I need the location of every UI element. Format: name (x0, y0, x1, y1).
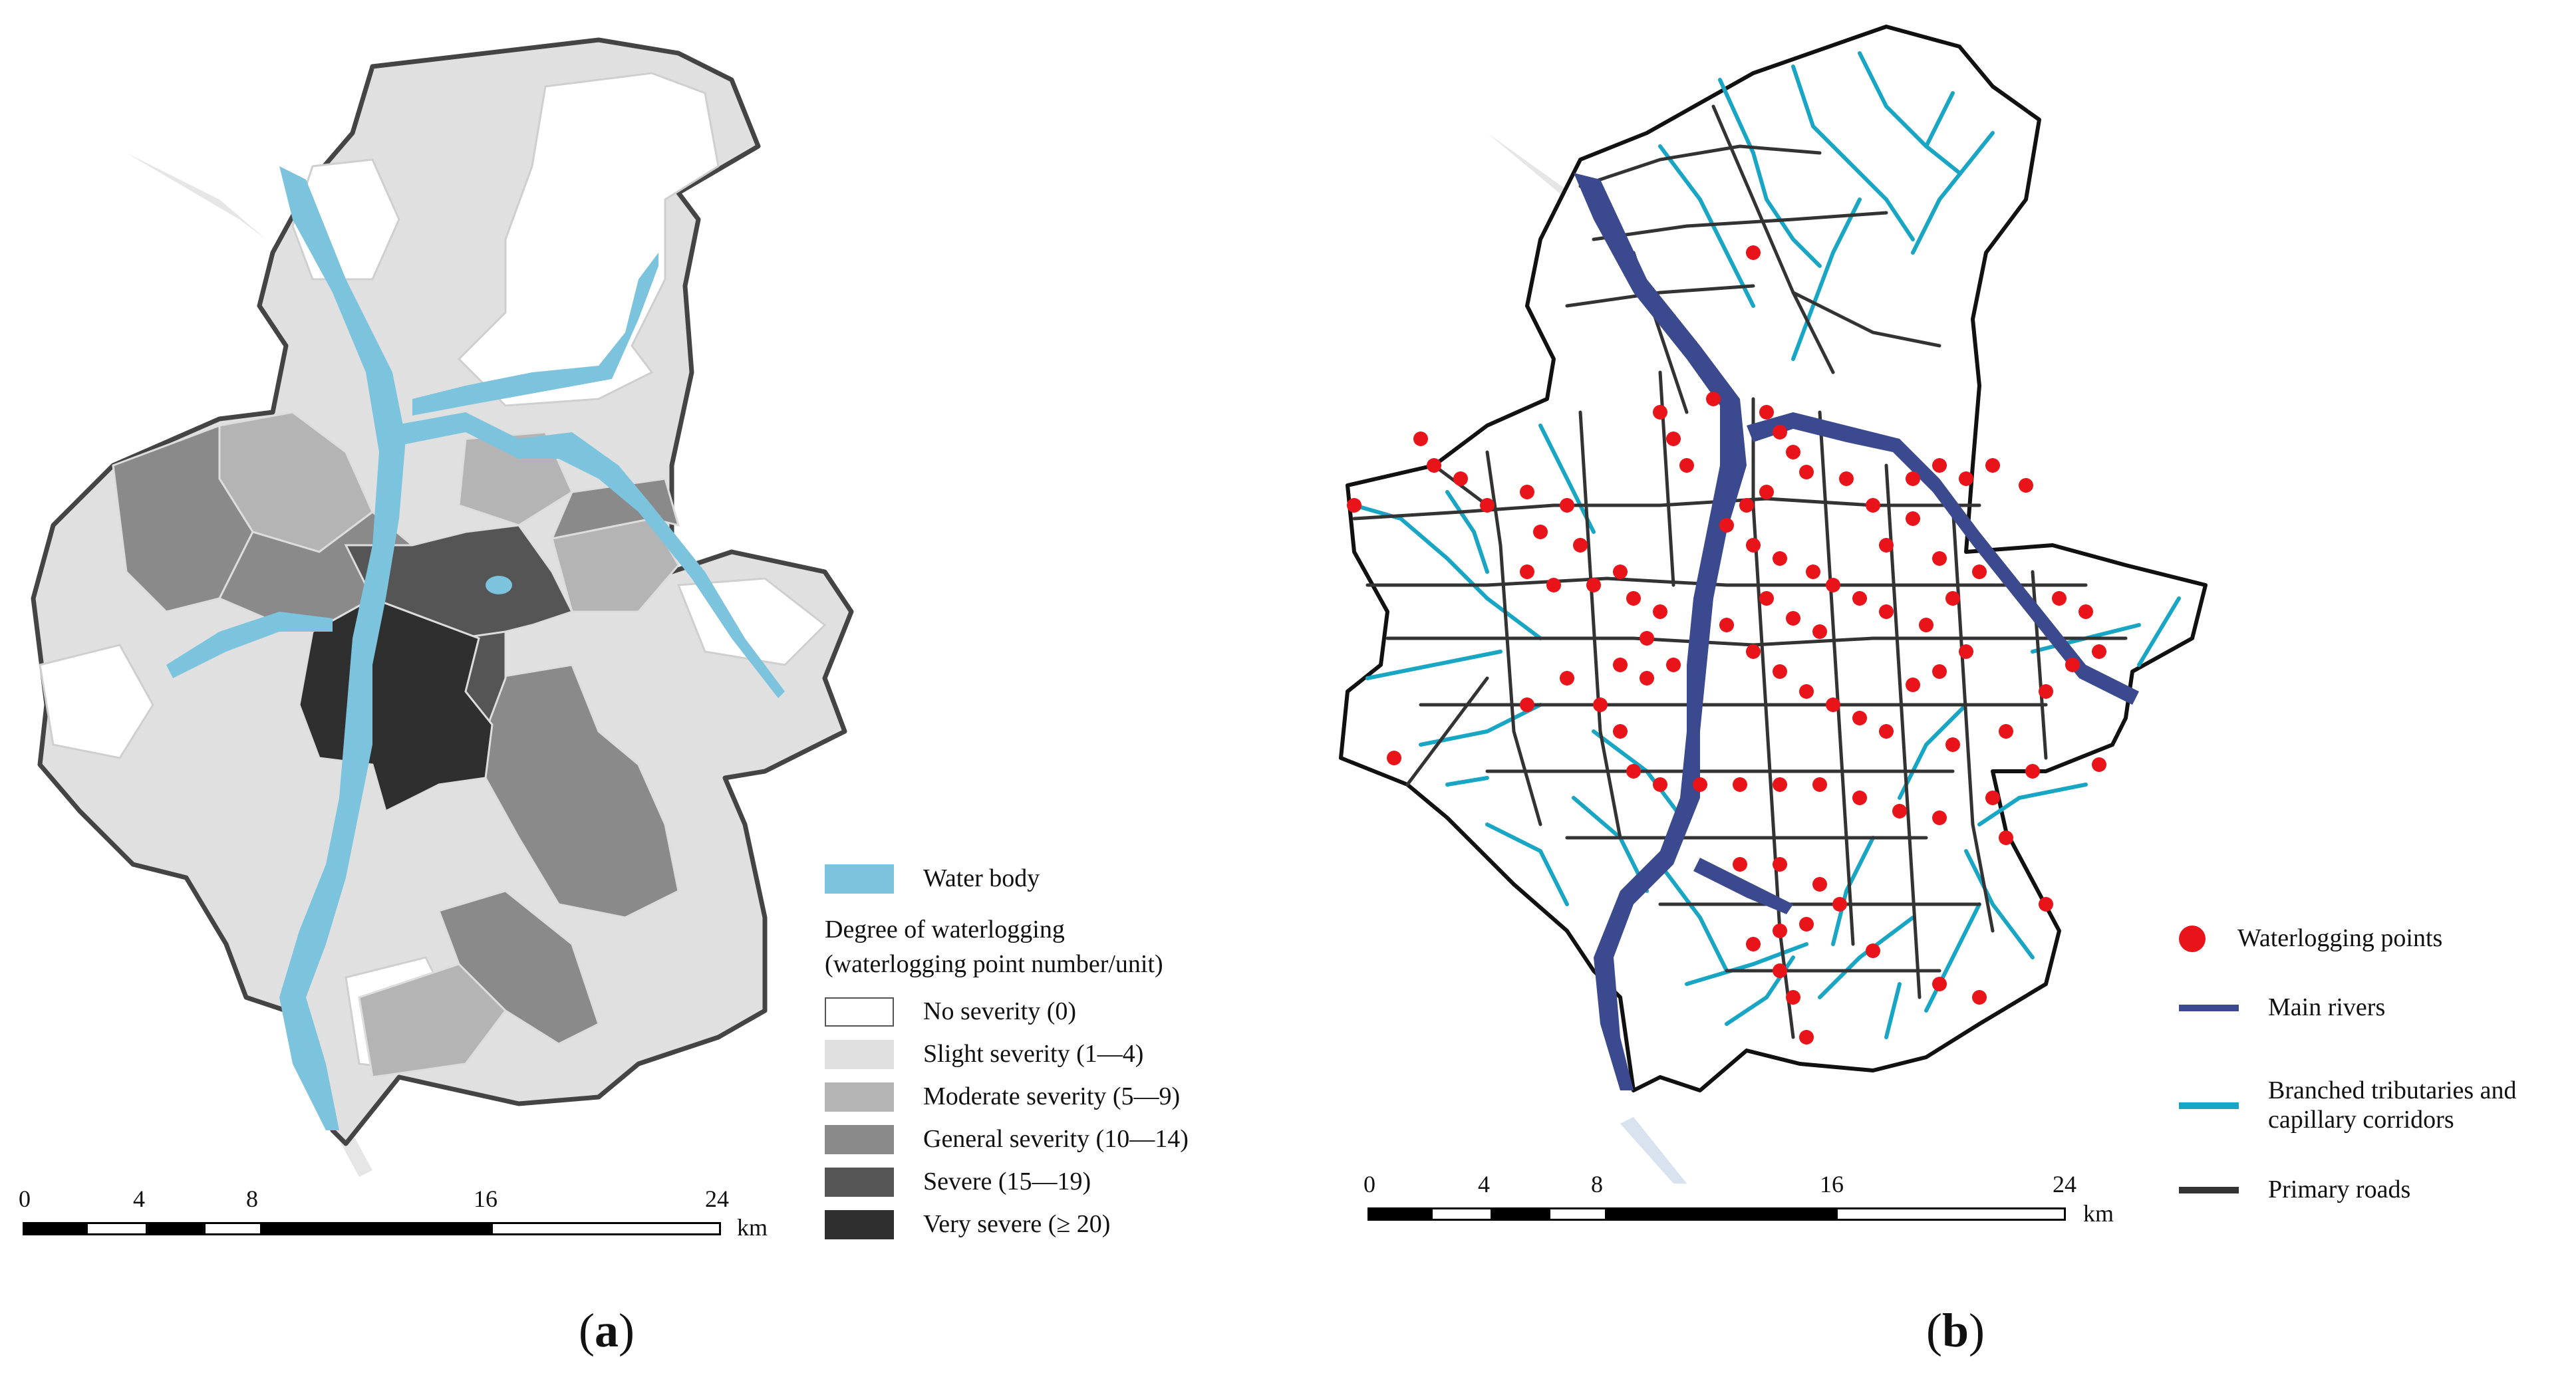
map-b-svg (1339, 25, 2208, 1184)
panel-a-waterlogging-degree-map: Water body Degree of waterlogging (water… (19, 37, 1189, 1357)
points-label: Waterlogging points (2237, 924, 2443, 953)
tributary-north (412, 253, 658, 416)
unit-moderate-4 (358, 963, 507, 1078)
class-label: No severity (0) (923, 997, 1077, 1026)
road-symbol (2179, 1187, 2239, 1193)
legend-row-class-0: No severity (0) (825, 991, 1189, 1033)
lake-east (486, 576, 512, 594)
unit-general-4 (484, 664, 680, 919)
class-label: Very severe (≥ 20) (923, 1210, 1111, 1239)
legend-row-class-5: Very severe (≥ 20) (825, 1203, 1189, 1246)
panel-b-hydrology-road-map: Waterlogging points Main rivers Branched… (1288, 0, 2576, 1373)
roads-label: Primary roads (2268, 1176, 2411, 1204)
panel-label-a: (a) (579, 1304, 635, 1357)
legend-row-class-1: Slight severity (1—4) (825, 1033, 1189, 1076)
waterlogging-points (1347, 245, 2106, 1045)
legend-row-class-4: Severe (15—19) (825, 1161, 1189, 1203)
legend-row-class-3: General severity (10—14) (825, 1118, 1189, 1161)
main-river-water-body (279, 166, 406, 1130)
scale-tick-8: 8 (246, 1186, 258, 1212)
scale-bar-frame (23, 1222, 721, 1235)
legend-title-line2: (waterlogging point number/unit) (825, 950, 1163, 978)
scale-tick-4-b: 4 (1478, 1171, 1490, 1197)
tributary-west (166, 612, 333, 678)
panel-label-b: (b) (1926, 1304, 1985, 1357)
scale-tick-24: 24 (705, 1186, 729, 1212)
background-river-south-b (1620, 1117, 1687, 1184)
tributary-symbol (2179, 1102, 2239, 1109)
class-swatch (825, 1040, 894, 1069)
class-label: Severe (15—19) (923, 1168, 1091, 1196)
unit-no-severity-north (457, 72, 720, 407)
main-river-south-branch (1693, 858, 1793, 914)
scale-tick-0-b: 0 (1363, 1171, 1375, 1197)
tributaries-label-line2: capillary corridors (2268, 1106, 2454, 1134)
scale-unit-b: km (2083, 1200, 2114, 1227)
legend-row-main-rivers: Main rivers (2179, 987, 2565, 1029)
water-body-label: Water body (923, 864, 1040, 893)
legend-row-class-2: Moderate severity (5—9) (825, 1076, 1189, 1118)
water-body-swatch (825, 864, 894, 894)
class-swatch (825, 1210, 894, 1239)
legend-title-line1: Degree of waterlogging (825, 916, 1065, 943)
class-swatch (825, 1125, 894, 1154)
tributaries-label-line1: Branched tributaries and (2268, 1076, 2517, 1105)
waterlogging-point-symbol (2179, 926, 2206, 952)
scale-tick-24-b: 24 (2053, 1171, 2076, 1197)
main-river-symbol (2179, 1005, 2239, 1011)
main-river-east-branch (1747, 412, 2139, 705)
legend-row-roads: Primary roads (2179, 1169, 2565, 1211)
unit-general-5 (438, 890, 600, 1045)
legend-title: Degree of waterlogging (waterlogging poi… (825, 912, 1189, 981)
legend-a: Water body Degree of waterlogging (water… (825, 858, 1189, 1246)
class-swatch (825, 1082, 894, 1112)
unit-no-severity-w (39, 644, 154, 759)
scale-tick-16: 16 (474, 1186, 498, 1212)
scale-tick-0: 0 (19, 1186, 31, 1212)
scale-unit: km (737, 1214, 768, 1241)
legend-row-water-body: Water body (825, 858, 1189, 900)
class-label: General severity (10—14) (923, 1125, 1189, 1154)
scale-tick-16-b: 16 (1820, 1171, 1844, 1197)
legend-row-points: Waterlogging points (2179, 918, 2565, 960)
class-label: Slight severity (1—4) (923, 1040, 1144, 1068)
tributaries-network (1352, 51, 2181, 1039)
tributary-east (392, 412, 785, 698)
background-river-north (126, 153, 266, 239)
map-a-svg (31, 37, 854, 1177)
class-swatch (825, 1168, 894, 1197)
legend-row-tributaries: Branched tributaries and capillary corri… (2179, 1069, 2565, 1142)
class-label: Moderate severity (5—9) (923, 1082, 1181, 1111)
scale-tick-8-b: 8 (1591, 1171, 1603, 1197)
legend-b: Waterlogging points Main rivers Branched… (2179, 918, 2565, 1211)
class-swatch (825, 997, 894, 1027)
scale-bar-frame-b (1367, 1207, 2066, 1221)
scale-tick-4: 4 (133, 1186, 145, 1212)
main-rivers-label: Main rivers (2268, 993, 2386, 1022)
